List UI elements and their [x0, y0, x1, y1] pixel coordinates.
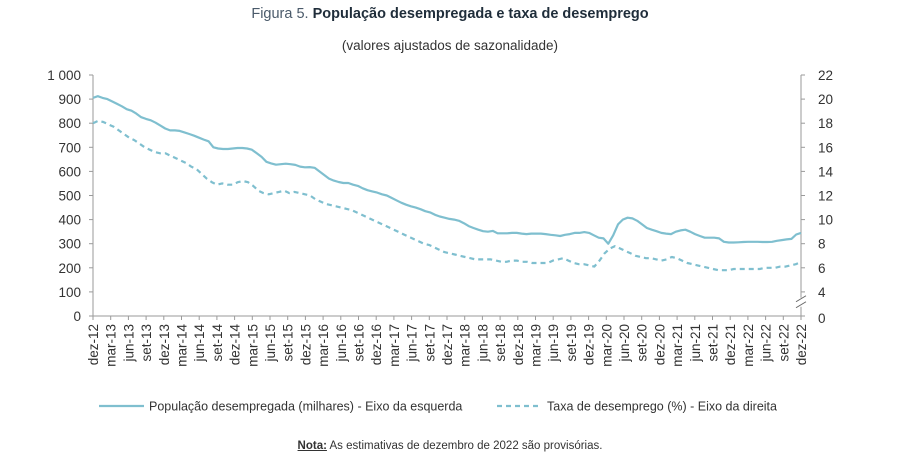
x-tick-label: mar-13 [104, 324, 119, 367]
x-tick-label: set-19 [564, 324, 579, 362]
y-left-tick-label: 600 [58, 164, 81, 179]
x-tick-label: mar-18 [458, 324, 473, 367]
y-right-tick-label: 12 [818, 189, 833, 204]
axis-break-mark [795, 295, 807, 303]
note-label: Nota: [297, 440, 327, 452]
y-right-tick-label: 18 [818, 116, 833, 131]
y-left-tick-label: 0 [73, 309, 81, 324]
x-tick-label: dez-16 [369, 324, 384, 365]
x-tick-label: dez-18 [511, 324, 526, 365]
chart-axes: 0 100 200 300 400 500 600 700 800 900 1 000 0 4 6 8 10 1… [47, 68, 833, 367]
x-tick-label: set-18 [493, 324, 508, 362]
legend-label-taxa: Taxa de desemprego (%) - Eixo da direita [547, 400, 777, 414]
x-tick-label: set-17 [422, 324, 437, 362]
figure-label: Figura 5. [251, 6, 309, 22]
y-right-tick-label: 6 [818, 261, 826, 276]
x-tick-label: mar-17 [387, 324, 402, 367]
x-tick-label: mar-22 [741, 324, 756, 367]
x-tick-label: dez-12 [86, 324, 101, 365]
axis-break-gap [796, 297, 806, 307]
x-tick-label: jun-14 [192, 324, 207, 363]
series-line-taxa [92, 119, 802, 272]
y-right-tick-label: 16 [818, 140, 833, 155]
chart-note: Nota: As estimativas de dezembro de 2022… [0, 440, 900, 452]
y-left-tick-label: 100 [58, 285, 81, 300]
y-right-tick-label: 20 [818, 92, 833, 107]
chart-subtitle: (valores ajustados de sazonalidade) [341, 38, 559, 53]
note-text: As estimativas de dezembro de 2022 são p… [329, 440, 603, 452]
x-tick-label: jun-15 [263, 324, 278, 363]
y-right-tick-label: 0 [818, 311, 826, 326]
y-left-tick-label: 1 000 [47, 68, 81, 83]
x-tick-label: set-22 [776, 324, 791, 362]
y-right-tick-label: 22 [818, 68, 833, 83]
y-left-tick-label: 500 [58, 189, 81, 204]
x-tick-label: jun-13 [121, 324, 136, 363]
x-tick-label: dez-15 [298, 324, 313, 365]
x-tick-label: dez-19 [582, 324, 597, 365]
x-tick-label: jun-19 [546, 324, 561, 363]
x-tick-label: dez-22 [794, 324, 809, 365]
x-tick-label: mar-21 [670, 324, 685, 367]
x-tick-label: dez-21 [723, 324, 738, 365]
x-tick-label: set-15 [281, 324, 296, 362]
x-tick-label: mar-19 [529, 324, 544, 367]
x-tick-label: mar-14 [175, 324, 190, 367]
y-right-tick-label: 4 [818, 285, 826, 300]
chart-legend: População desempregada (milhares) - Eixo… [99, 400, 777, 414]
x-tick-label: mar-16 [316, 324, 331, 367]
x-tick-label: set-21 [706, 324, 721, 362]
y-left-tick-label: 900 [58, 92, 81, 107]
chart-title: Figura 5. População desempregada e taxa … [0, 6, 900, 22]
x-tick-label: jun-20 [617, 324, 632, 363]
x-tick-label: jun-17 [405, 324, 420, 363]
x-tick-label: mar-20 [599, 324, 614, 367]
y-left-tick-label: 300 [58, 237, 81, 252]
x-tick-label: mar-15 [245, 324, 260, 367]
x-tick-label: jun-21 [688, 324, 703, 363]
title-text: População desempregada e taxa de desempr… [312, 6, 649, 22]
y-right-tick-label: 14 [818, 164, 834, 179]
x-tick-label: set-13 [139, 324, 154, 362]
x-tick-label: jun-18 [475, 324, 490, 363]
x-tick-label: dez-17 [440, 324, 455, 365]
legend-label-populacao: População desempregada (milhares) - Eixo… [149, 400, 462, 414]
x-tick-label: dez-20 [652, 324, 667, 365]
line-chart: 0 100 200 300 400 500 600 700 800 900 1 000 0 4 6 8 10 1… [47, 68, 833, 414]
axis-break-mark [795, 301, 807, 309]
y-right-tick-label: 8 [818, 237, 826, 252]
y-left-tick-label: 700 [58, 140, 81, 155]
x-tick-label: set-14 [210, 324, 225, 362]
y-left-tick-label: 400 [58, 213, 81, 228]
series-line-populacao [92, 95, 802, 245]
x-tick-label: dez-14 [228, 324, 243, 366]
x-tick-label: jun-16 [334, 324, 349, 363]
y-right-tick-label: 10 [818, 213, 833, 228]
x-tick-label: dez-13 [157, 324, 172, 365]
chart-series [92, 95, 802, 272]
y-left-tick-label: 800 [58, 116, 81, 131]
x-tick-label: set-20 [635, 324, 650, 362]
y-left-tick-label: 200 [58, 261, 81, 276]
x-tick-label: jun-22 [759, 324, 774, 363]
x-tick-label: set-16 [352, 324, 367, 362]
